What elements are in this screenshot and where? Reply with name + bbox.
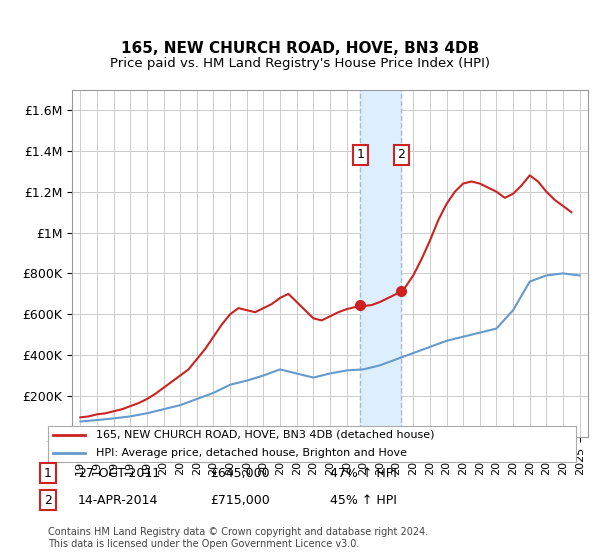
- Text: 27-OCT-2011: 27-OCT-2011: [78, 466, 160, 480]
- Text: 45% ↑ HPI: 45% ↑ HPI: [330, 493, 397, 507]
- Text: £715,000: £715,000: [210, 493, 270, 507]
- Bar: [360, 90, 401, 437]
- Text: Contains HM Land Registry data © Crown copyright and database right 2024.
This d: Contains HM Land Registry data © Crown c…: [48, 527, 428, 549]
- Text: HPI: Average price, detached house, Brighton and Hove: HPI: Average price, detached house, Brig…: [95, 448, 407, 458]
- Text: 47% ↑ HPI: 47% ↑ HPI: [330, 466, 397, 480]
- Text: 165, NEW CHURCH ROAD, HOVE, BN3 4DB: 165, NEW CHURCH ROAD, HOVE, BN3 4DB: [121, 41, 479, 56]
- Text: Price paid vs. HM Land Registry's House Price Index (HPI): Price paid vs. HM Land Registry's House …: [110, 57, 490, 70]
- Text: 165, NEW CHURCH ROAD, HOVE, BN3 4DB (detached house): 165, NEW CHURCH ROAD, HOVE, BN3 4DB (det…: [95, 430, 434, 440]
- Text: 14-APR-2014: 14-APR-2014: [78, 493, 158, 507]
- Text: £645,000: £645,000: [210, 466, 269, 480]
- Text: 1: 1: [44, 466, 52, 480]
- Text: 2: 2: [44, 493, 52, 507]
- Text: 2: 2: [397, 148, 405, 161]
- Text: 1: 1: [356, 148, 364, 161]
